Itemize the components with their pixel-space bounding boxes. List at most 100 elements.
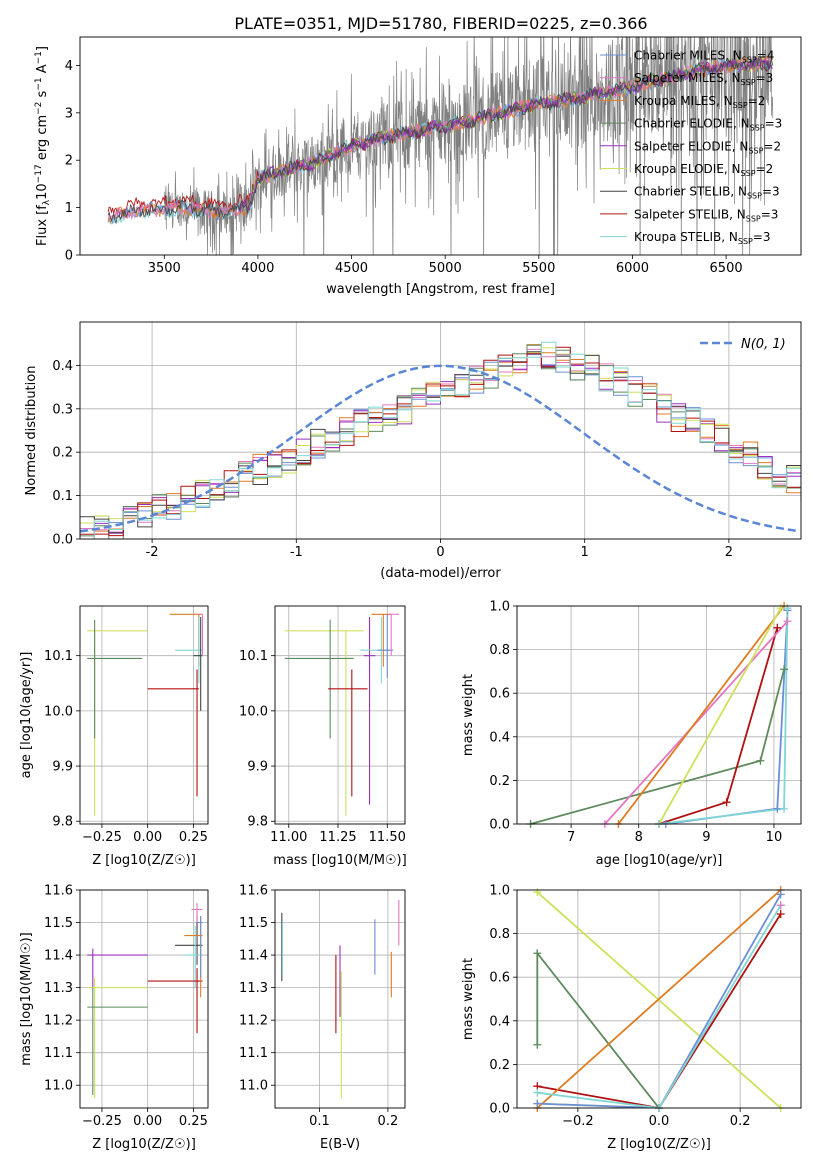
weight_vs_Z-ylabel: mass weight xyxy=(461,958,476,1040)
weight_vs_Z-marker-chabrier_elodie xyxy=(533,949,542,958)
legend-label-suffix: =3 xyxy=(756,71,774,85)
mass_vs_ebv-ytick-label: 11.0 xyxy=(239,1079,268,1094)
spectrum-xtick-label: 5500 xyxy=(522,261,555,276)
legend-label-main: Kroupa ELODIE, N xyxy=(634,162,741,176)
legend-label-main: Chabrier STELIB, N xyxy=(634,185,747,199)
weight_vs_age-ytick-label: 1.0 xyxy=(489,600,510,615)
spectrum-xtick-label: 6000 xyxy=(616,261,649,276)
age_vs_Z-ytick-label: 9.8 xyxy=(52,815,73,830)
weight_vs_Z-marker-salpeter_stelib xyxy=(776,909,785,918)
age_vs_mass-ytick-label: 9.8 xyxy=(247,815,268,830)
weight_vs_Z-xtick-label: −0.2 xyxy=(562,1114,594,1129)
weight_vs_age-ytick-label: 0.4 xyxy=(489,730,510,745)
spectrum-ylabel-part: erg cm xyxy=(35,115,50,164)
weight_vs_Z-ytick-label: 0.2 xyxy=(489,1058,510,1073)
weight_vs_age-marker-kroupa_stelib xyxy=(780,804,789,813)
weight_vs_age-xlabel: age [log10(age/yr)] xyxy=(596,853,723,868)
age_vs_mass-ytick-label: 10.0 xyxy=(239,704,268,719)
spectrum-ylabel-part: A xyxy=(35,64,50,77)
legend-label-kroupa_stelib: Kroupa STELIB, NSSP=3 xyxy=(634,230,771,246)
weight_vs_Z-line-chabrier_elodie xyxy=(536,950,660,1108)
legend-label-suffix: =2 xyxy=(748,94,766,108)
spectrum-xtick-label: 4500 xyxy=(335,261,368,276)
weight_vs_age-xtick-label: 8 xyxy=(635,830,643,845)
age_vs_Z-ytick-label: 10.1 xyxy=(44,649,73,664)
weight_vs_age-frame xyxy=(516,605,802,825)
spectrum-xlabel: wavelength [Angstrom, rest frame] xyxy=(326,282,555,297)
weight_vs_Z-xlabel: Z [log10(Z/Z☉)] xyxy=(607,1137,711,1152)
mass_vs_Z-xtick-label: 0.00 xyxy=(133,1114,162,1129)
mass_vs_ebv-xlabel: E(B-V) xyxy=(320,1137,360,1152)
legend-normal-label: N(0, 1) xyxy=(741,337,786,352)
histogram-kroupa_elodie xyxy=(80,347,801,524)
age_vs_Z-xtick-label: 0.25 xyxy=(179,830,208,845)
weight_vs_Z-frame xyxy=(516,889,802,1109)
weight_vs_Z-xtick-label: 0.0 xyxy=(649,1114,670,1129)
mass_vs_Z-ytick-label: 11.5 xyxy=(44,916,73,931)
mass_vs_ebv-frame xyxy=(274,889,406,1109)
legend-label-main: Salpeter ELODIE, N xyxy=(634,139,748,153)
weight_vs_age-line-kroupa_miles xyxy=(617,606,785,824)
weight_vs_Z-ytick-label: 0.4 xyxy=(489,1014,510,1029)
weight_vs_Z-marker-kroupa_elodie xyxy=(533,888,542,897)
legend-label-chabrier_stelib: Chabrier STELIB, NSSP=3 xyxy=(634,185,780,201)
residuals-frame xyxy=(79,321,802,540)
mass_vs_Z-ytick-label: 11.3 xyxy=(44,981,73,996)
legend-label-sub: SSP xyxy=(741,169,756,178)
spectrum-ytick-label: 3 xyxy=(65,106,73,121)
mass_vs_Z-axes: −0.25 0.00 0.25 11.0 11.1 11.2 11.3 11.4 11.5 11.… xyxy=(44,884,208,1129)
legend-label-main: Salpeter MILES, N xyxy=(634,71,741,85)
legend-label-suffix: =3 xyxy=(762,185,780,199)
age_vs_Z-ytick-label: 9.9 xyxy=(52,760,73,775)
legend-label-sub: SSP xyxy=(741,78,756,87)
weight_vs_age-marker-chabrier_miles xyxy=(773,804,782,813)
weight_vs_age-ytick-label: 0.6 xyxy=(489,687,510,702)
residuals-ytick-label: 0.4 xyxy=(52,359,73,374)
age_vs_mass-points xyxy=(284,613,400,816)
spectrum-ylabel-part: −1 xyxy=(34,51,44,64)
spectrum-lines xyxy=(107,37,774,255)
legend-label-main: Kroupa STELIB, N xyxy=(634,230,738,244)
weight_vs_age-series xyxy=(530,606,789,824)
age_vs_Z-xtick-label: −0.25 xyxy=(82,830,122,845)
legend-label-chabrier_elodie: Chabrier ELODIE, NSSP=3 xyxy=(634,117,782,133)
mass_vs_ebv-ytick-label: 11.2 xyxy=(239,1014,268,1029)
residuals-ytick-label: 0.3 xyxy=(52,402,73,417)
legend-label-sub: SSP xyxy=(742,56,757,65)
legend-label-kroupa_miles: Kroupa MILES, NSSP=2 xyxy=(634,94,765,110)
weight_vs_Z-line-salpeter_stelib xyxy=(537,913,782,1108)
mass_vs_ebv-xtick-label: 0.1 xyxy=(309,1114,330,1129)
weight_vs_age-ytick-label: 0.8 xyxy=(489,643,510,658)
legend-label-main: Chabrier ELODIE, N xyxy=(634,117,750,131)
age_vs_mass-xtick-label: 11.00 xyxy=(270,830,307,845)
spectrum-ytick-label: 4 xyxy=(65,59,73,74)
age_vs_mass-xtick-label: 11.50 xyxy=(369,830,406,845)
legend-label-sub: SSP xyxy=(733,101,748,110)
age_vs_Z-axes: −0.25 0.00 0.25 9.8 9.9 10.0 10.1 xyxy=(44,606,208,845)
legend-label-kroupa_elodie: Kroupa ELODIE, NSSP=2 xyxy=(634,162,773,178)
spectrum-ylabel-part: −1 xyxy=(34,77,44,90)
weight_vs_age-ytick-label: 0.2 xyxy=(489,774,510,789)
mass_vs_ebv-ytick-label: 11.3 xyxy=(239,981,268,996)
age_vs_Z-ytick-label: 10.0 xyxy=(44,704,73,719)
spectrum-xtick-label: 6500 xyxy=(710,261,743,276)
spectrum-ylabel: Flux [fλ10−17 erg cm−2 s−1 A−1] xyxy=(34,46,52,246)
mass_vs_ebv-points xyxy=(281,899,400,1099)
age_vs_Z-ylabel: age [log10(age/yr)] xyxy=(19,652,34,779)
legend-label-main: Kroupa MILES, N xyxy=(634,94,733,108)
model-spectrum-chabrier_elodie xyxy=(238,58,774,213)
mass_vs_Z-xlabel: Z [log10(Z/Z☉)] xyxy=(92,1137,196,1152)
mass_vs_ebv-ytick-label: 11.1 xyxy=(239,1046,268,1061)
mass_vs_ebv-xtick-label: 0.2 xyxy=(378,1114,399,1129)
mass_vs_Z-points xyxy=(87,903,203,1099)
age_vs_mass-frame xyxy=(274,605,406,825)
weight_vs_Z-line-kroupa_miles xyxy=(536,890,782,1108)
weight_vs_age-xtick-label: 9 xyxy=(702,830,710,845)
mass_vs_ebv-axes: 0.1 0.2 11.0 11.1 11.2 11.3 11.4 11.5 11.6 xyxy=(239,884,405,1129)
weight_vs_Z-line-chabrier_miles xyxy=(537,893,782,1108)
weight_vs_age-ylabel: mass weight xyxy=(461,674,476,756)
spectrum-ylabel-part: λ xyxy=(42,199,52,205)
weight_vs_Z-marker-chabrier_elodie xyxy=(533,1040,542,1049)
legend-label-salpeter_miles: Salpeter MILES, NSSP=3 xyxy=(634,71,773,87)
residuals-xtick-label: 0 xyxy=(436,545,444,560)
